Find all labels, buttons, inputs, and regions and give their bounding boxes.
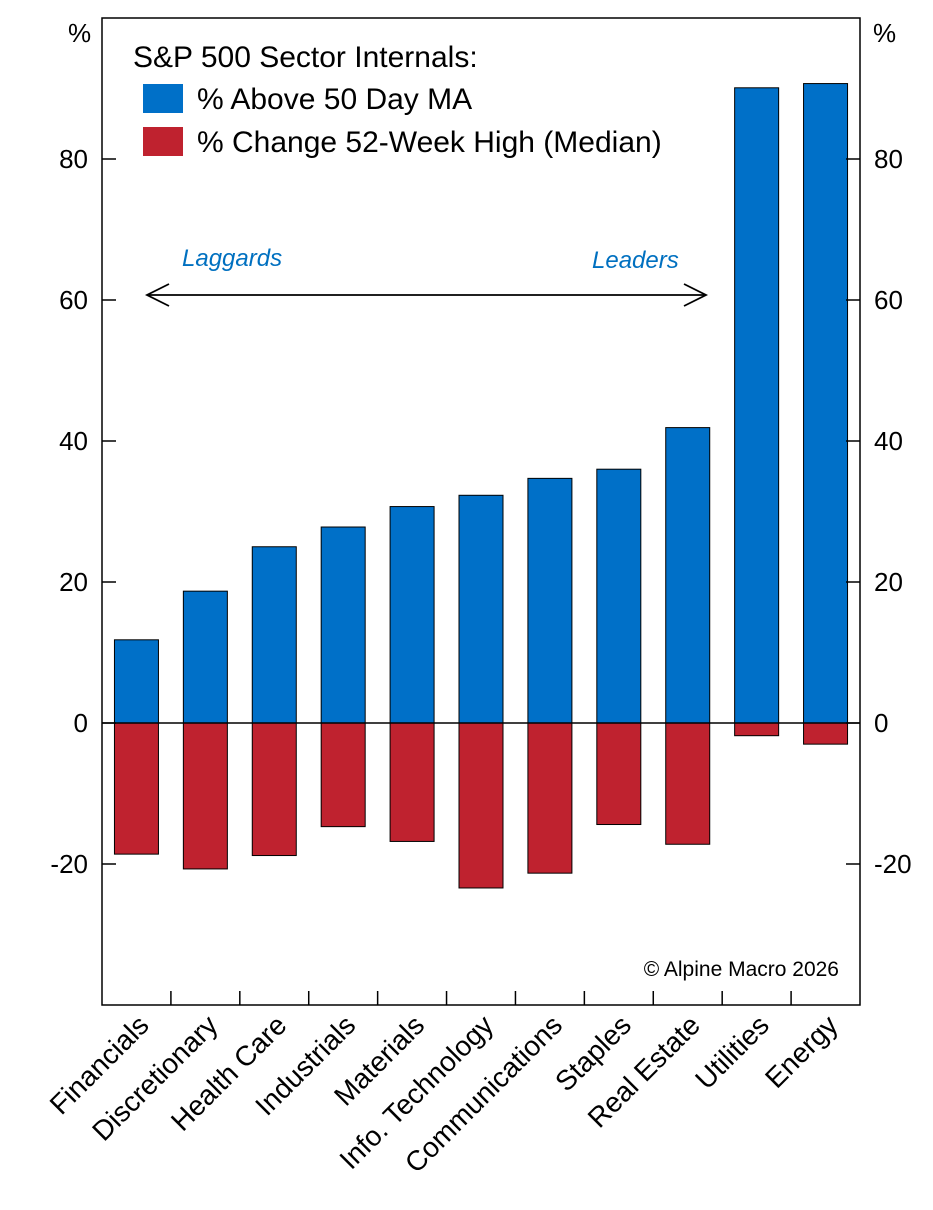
bar-52wk-high-communications: [527, 722, 573, 874]
leaders-label: Leaders: [592, 247, 679, 274]
bar-52wk-high-health-care: [251, 722, 297, 857]
bar-above-50ma-health-care: [251, 546, 297, 724]
arrow-right-icon: [683, 283, 709, 307]
bar-52wk-high-energy: [803, 722, 849, 745]
y-tick-label-right: 20: [874, 567, 903, 597]
bar-above-50ma-communications: [527, 477, 573, 724]
legend-swatch-52wk-high: [143, 127, 183, 156]
bar-above-50ma-energy: [803, 83, 849, 724]
bar-above-50ma-industrials: [320, 526, 366, 724]
y-tick-label-right: 40: [874, 426, 903, 456]
y-tick-label-left: 0: [74, 708, 88, 738]
y-tick-label-left: -20: [50, 849, 88, 879]
bar-above-50ma-utilities: [734, 87, 780, 724]
y-axis-left: -20 0 20 40 60 80: [50, 144, 116, 879]
y-unit-left: %: [68, 18, 91, 48]
laggards-label: Laggards: [182, 245, 282, 272]
bar-above-50ma-info-technology: [458, 494, 504, 724]
bar-52wk-high-staples: [596, 722, 642, 826]
legend-entry-above-50ma: % Above 50 Day MA: [197, 83, 472, 116]
bar-52wk-high-discretionary: [182, 722, 228, 870]
bar-above-50ma-materials: [389, 506, 435, 724]
bar-52wk-high-info-technology: [458, 722, 504, 889]
laggards-leaders-annotation: Laggards Leaders: [144, 245, 709, 307]
plot-frame: [101, 17, 861, 1006]
bar-52wk-high-financials: [113, 722, 159, 855]
y-axis-right: -20 0 20 40 60 80: [846, 144, 912, 879]
arrow-left-icon: [144, 283, 170, 307]
bar-52wk-high-materials: [389, 722, 435, 842]
y-tick-label-left: 60: [59, 285, 88, 315]
legend: S&P 500 Sector Internals: % Above 50 Day…: [133, 41, 662, 159]
bar-above-50ma-discretionary: [182, 590, 228, 724]
y-tick-label-left: 20: [59, 567, 88, 597]
y-tick-label-right: 0: [874, 708, 888, 738]
bar-above-50ma-real-estate: [665, 427, 711, 724]
chart-title: S&P 500 Sector Internals:: [133, 41, 478, 74]
bar-above-50ma-financials: [113, 639, 159, 724]
y-tick-label-right: 60: [874, 285, 903, 315]
copyright-credit: © Alpine Macro 2026: [644, 958, 839, 981]
legend-swatch-above-50ma: [143, 84, 183, 113]
legend-entry-52wk-high: % Change 52-Week High (Median): [197, 126, 662, 159]
y-tick-label-right: 80: [874, 144, 903, 174]
y-tick-label-left: 80: [59, 144, 88, 174]
bar-52wk-high-industrials: [320, 722, 366, 828]
y-tick-label-left: 40: [59, 426, 88, 456]
category-label: Energy: [759, 1009, 844, 1094]
y-unit-right: %: [873, 18, 896, 48]
y-tick-label-right: -20: [874, 849, 912, 879]
bar-52wk-high-real-estate: [665, 722, 711, 845]
bar-above-50ma-staples: [596, 468, 642, 724]
bar-52wk-high-utilities: [734, 722, 780, 737]
category-label: Utilities: [689, 1009, 775, 1095]
bars-group: [113, 83, 849, 889]
